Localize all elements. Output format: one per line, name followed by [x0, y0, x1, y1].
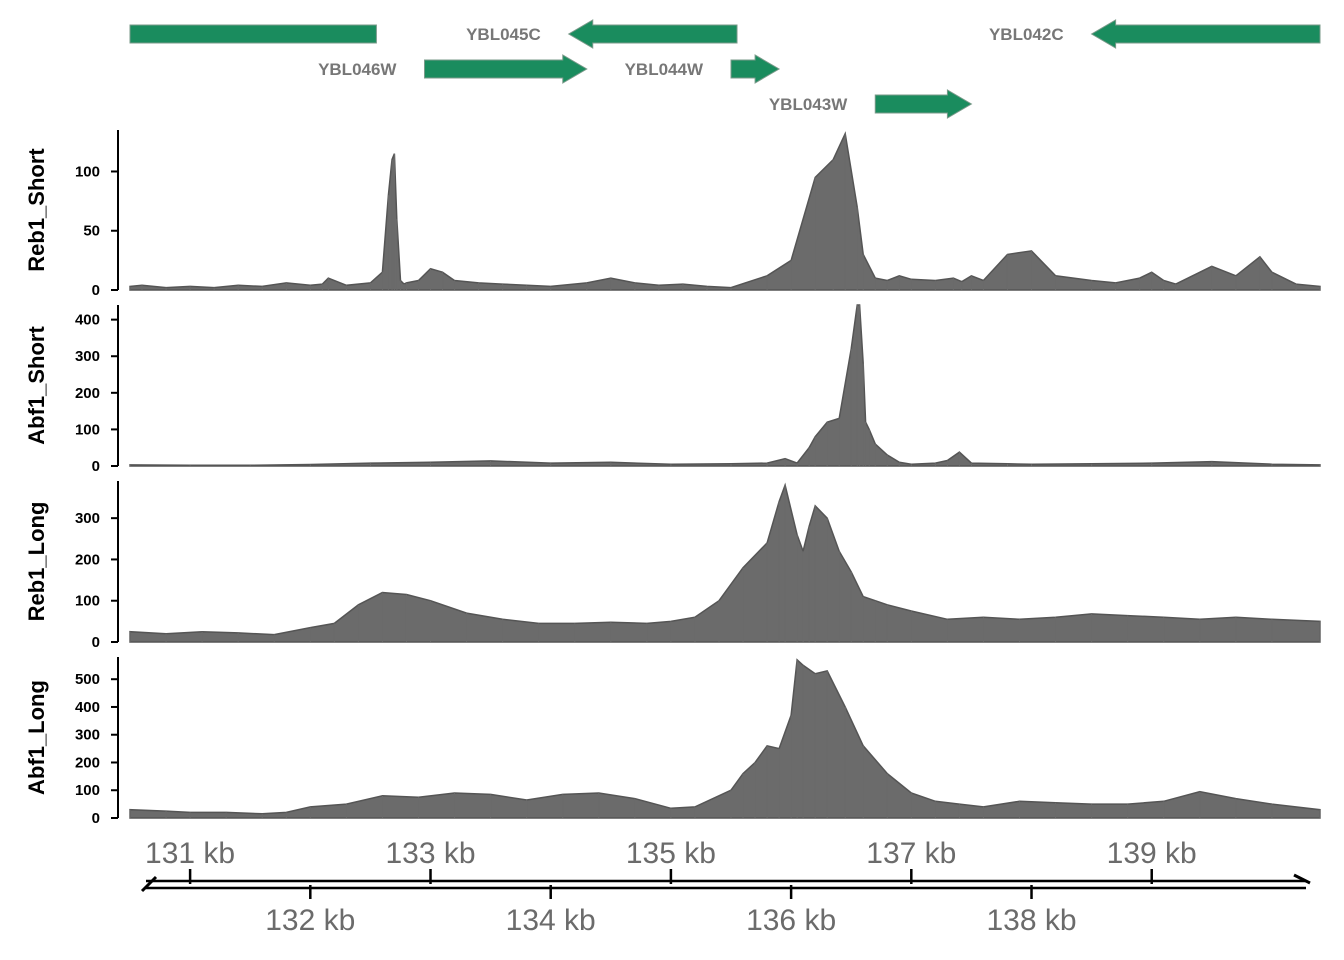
coverage-area	[129, 482, 1321, 643]
axis-tick-label: 139 kb	[1107, 837, 1197, 870]
coverage-area	[129, 304, 1321, 467]
gene-arrow	[730, 54, 781, 84]
gene-arrow	[423, 54, 588, 84]
axis-tick-label: 131 kb	[145, 837, 235, 870]
axis-right-arrowhead	[1293, 873, 1311, 885]
coverage-tracks: 050100Reb1_Short0100200300400Abf1_Short0…	[24, 130, 1321, 827]
gene-label: YBL045C	[466, 25, 541, 44]
gene-annotation-track: YBL046W YBL045C YBL044W YBL043W YBL042C	[129, 19, 1321, 119]
axis-left-arrowhead	[140, 875, 158, 893]
axis-tick-label: 132 kb	[265, 904, 355, 937]
gene-label: YBL046W	[318, 60, 397, 79]
y-tick-label: 100	[75, 782, 100, 799]
coverage-panel: 0 50 100 Reb1_Short	[24, 130, 1321, 299]
y-tick-label: 200	[75, 385, 100, 402]
axis-tick-label: 137 kb	[866, 837, 956, 870]
gene-arrow	[1090, 19, 1321, 49]
coverage-panel: 0 100 200 300 Reb1_Long	[24, 481, 1321, 651]
y-tick-label: 0	[92, 810, 100, 827]
genome-coordinate-axis: 131 kb 133 kb 135 kb 137 kb 139 kb 132 kb 134 …	[140, 837, 1311, 937]
y-tick-label: 100	[75, 421, 100, 438]
y-tick-label: 0	[92, 458, 100, 475]
y-tick-label: 0	[92, 282, 100, 299]
gene-arrow	[874, 89, 973, 119]
y-tick-label: 400	[75, 699, 100, 716]
gene-label: YBL043W	[769, 95, 848, 114]
coverage-area	[129, 131, 1321, 291]
y-tick-label: 200	[75, 551, 100, 568]
axis-tick-label: 133 kb	[385, 837, 475, 870]
y-tick-label: 100	[75, 163, 100, 180]
y-tick-label: 400	[75, 312, 100, 329]
axis-tick-label: 134 kb	[506, 904, 596, 937]
y-tick-label: 0	[92, 634, 100, 651]
coverage-panel: 0 100 200 300 400 500 Abf1_Long	[24, 657, 1321, 827]
track-label: Abf1_Short	[24, 326, 49, 445]
gene-arrow	[129, 24, 377, 44]
y-tick-label: 50	[83, 223, 100, 240]
y-tick-label: 200	[75, 754, 100, 771]
gene-label: YBL042C	[989, 25, 1064, 44]
coverage-area	[129, 658, 1321, 819]
axis-tick-label: 136 kb	[746, 904, 836, 937]
axis-tick-label: 135 kb	[626, 837, 716, 870]
y-tick-label: 300	[75, 348, 100, 365]
axis-tick-label: 138 kb	[986, 904, 1076, 937]
track-label: Reb1_Short	[24, 148, 49, 272]
gene-arrow	[567, 19, 738, 49]
track-label: Reb1_Long	[24, 502, 49, 622]
y-tick-label: 300	[75, 727, 100, 744]
track-label: Abf1_Long	[24, 680, 49, 795]
gene-label: YBL044W	[625, 60, 704, 79]
coverage-panel: 0 100 200 300 400 Abf1_Short	[24, 304, 1321, 475]
y-tick-label: 100	[75, 593, 100, 610]
y-tick-label: 300	[75, 510, 100, 527]
y-tick-label: 500	[75, 671, 100, 688]
